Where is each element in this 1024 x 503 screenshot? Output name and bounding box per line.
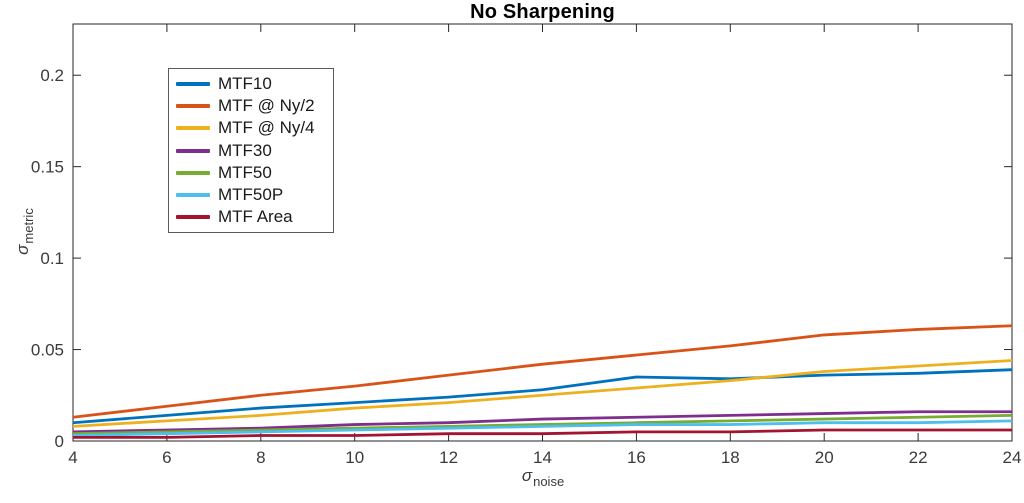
legend-item: MTF @ Ny/2 xyxy=(169,96,333,117)
x-tick-label: 14 xyxy=(533,448,552,467)
sigma-symbol: σ xyxy=(521,466,533,485)
x-tick-label: 12 xyxy=(439,448,458,467)
legend-item-label: MTF @ Ny/2 xyxy=(218,96,315,115)
series-line-mtf10 xyxy=(72,368,1013,425)
y-tick-label: 0 xyxy=(55,432,64,451)
series-line-mtf30 xyxy=(72,410,1012,434)
x-tick-label: 18 xyxy=(721,448,740,467)
legend-item: MTF50P xyxy=(169,185,333,206)
y-axis-label-subscript: metric xyxy=(21,208,36,244)
x-tick-label: 4 xyxy=(68,448,77,467)
x-tick-label: 8 xyxy=(256,448,265,467)
legend-item-label: MTF30 xyxy=(218,140,272,160)
x-tick-label: 6 xyxy=(162,448,171,467)
x-tick-label: 16 xyxy=(627,448,646,467)
series-line-mtf-ny-4 xyxy=(72,359,1013,428)
x-tick-label: 24 xyxy=(1003,448,1022,467)
legend-line-swatch xyxy=(176,170,210,175)
legend-item: MTF @ Ny/4 xyxy=(169,118,333,139)
x-axis-label: σnoise xyxy=(73,466,1012,489)
legend-item: MTF30 xyxy=(169,140,333,161)
legend-item: MTF Area xyxy=(169,207,333,228)
legend-item-label: MTF @ Ny/4 xyxy=(218,118,315,138)
x-axis-label-subscript: noise xyxy=(533,474,565,489)
legend-item-label: MTF50 xyxy=(218,162,272,182)
legend-item: MTF10 xyxy=(169,73,333,94)
y-tick-label: 0.2 xyxy=(40,66,64,85)
sigma-symbol: σ xyxy=(13,244,32,255)
y-tick-label: 0.1 xyxy=(40,249,64,268)
legend-line-swatch xyxy=(176,193,210,197)
x-tick-label: 20 xyxy=(815,448,834,467)
legend-item-label: MTF Area xyxy=(218,207,293,227)
series-line-mtf50 xyxy=(72,413,1013,436)
y-tick-label: 0.05 xyxy=(31,341,64,360)
legend-item-label: MTF10 xyxy=(218,73,272,93)
x-tick-label: 10 xyxy=(345,448,364,467)
y-tick-label: 0.15 xyxy=(31,158,64,177)
legend-line-swatch xyxy=(176,81,210,86)
series-line-mtf50p xyxy=(72,419,1013,437)
legend-box: MTF10 MTF @ Ny/2 MTF @ Ny/4 MTF30 MTF50 MTF50… xyxy=(168,68,334,233)
legend-item-label: MTF50P xyxy=(218,185,284,204)
legend-item: MTF50 xyxy=(169,162,333,183)
chart-title: No Sharpening xyxy=(470,1,615,23)
x-tick-label: 22 xyxy=(909,448,928,467)
y-axis-label: σmetric xyxy=(13,172,36,292)
legend-line-swatch xyxy=(176,148,210,153)
legend-line-swatch xyxy=(176,104,210,108)
series-line-mtf-ny-2 xyxy=(72,324,1013,419)
legend-line-swatch xyxy=(176,215,210,220)
legend-line-swatch xyxy=(176,126,210,131)
series-line-mtf-area xyxy=(73,428,1012,439)
